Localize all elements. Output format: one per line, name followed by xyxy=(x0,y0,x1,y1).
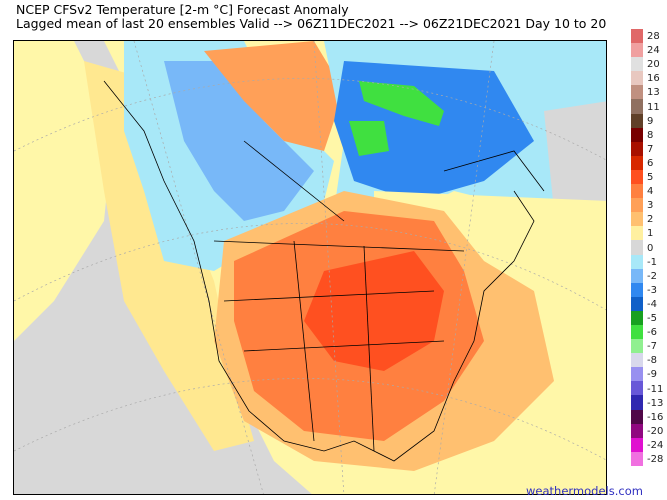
colorbar-swatch xyxy=(631,71,643,86)
red-orange-core xyxy=(304,251,444,371)
colorbar-swatch xyxy=(631,282,643,297)
colorbar-swatch xyxy=(631,212,643,227)
colorbar-label: 7 xyxy=(647,143,654,155)
colorbar-swatch xyxy=(631,437,643,452)
colorbar-swatch xyxy=(631,423,643,438)
colorbar-swatch xyxy=(631,381,643,396)
colorbar-label: -13 xyxy=(647,397,664,409)
colorbar-label: 3 xyxy=(647,200,654,212)
colorbar-label: -3 xyxy=(647,284,657,296)
colorbar-label: 4 xyxy=(647,186,654,198)
colorbar-swatch xyxy=(631,29,643,44)
anomaly-fields xyxy=(14,41,606,494)
colorbar-swatch xyxy=(631,184,643,199)
colorbar-label: 20 xyxy=(647,59,660,71)
colorbar-swatch xyxy=(631,324,643,340)
colorbar-swatch xyxy=(631,339,643,354)
colorbar-label: -9 xyxy=(647,369,657,381)
colorbar-swatch xyxy=(631,169,643,185)
colorbar-label: 1 xyxy=(647,228,654,240)
colorbar-label: -1 xyxy=(647,256,657,268)
colorbar-label: 2 xyxy=(647,214,654,226)
colorbar-swatch xyxy=(631,451,643,466)
colorbar-label: 6 xyxy=(647,157,654,169)
map-title: NCEP CFSv2 Temperature [2-m °C] Forecast… xyxy=(16,2,349,17)
colorbar-label: 9 xyxy=(647,115,654,127)
colorbar-swatch xyxy=(631,310,643,325)
colorbar-swatch xyxy=(631,296,643,311)
colorbar-swatch xyxy=(631,353,643,368)
coastlines-borders xyxy=(103,80,545,462)
colorbar-swatch xyxy=(631,57,643,72)
orange-arctic xyxy=(204,41,344,151)
colorbar-swatch xyxy=(631,395,643,410)
colorbar-label: -24 xyxy=(647,439,664,451)
colorbar-swatch xyxy=(631,113,643,128)
colorbar-swatch xyxy=(631,141,643,156)
colorbar-label: 0 xyxy=(647,242,654,254)
colorbar-label: -7 xyxy=(647,341,657,353)
colorbar-label: 5 xyxy=(647,172,654,183)
colorbar-label: -11 xyxy=(647,383,664,395)
colorbar-swatch xyxy=(631,226,643,241)
colorbar-label: -20 xyxy=(647,425,664,437)
colorbar-swatch xyxy=(631,409,643,424)
colorbar-label: 28 xyxy=(647,31,660,42)
colorbar-label: -28 xyxy=(647,454,664,465)
colorbar-label: 8 xyxy=(647,129,654,141)
colorbar xyxy=(631,29,643,466)
colorbar-swatch xyxy=(631,254,643,269)
colorbar-swatch xyxy=(631,85,643,100)
graticule xyxy=(14,41,606,494)
colorbar-label: -16 xyxy=(647,411,664,423)
colorbar-label: 16 xyxy=(647,73,660,85)
green-greenland xyxy=(359,81,444,126)
gray-atlantic xyxy=(544,101,606,231)
colorbar-label: -4 xyxy=(647,298,657,310)
colorbar-label: -5 xyxy=(647,313,657,324)
colorbar-swatch xyxy=(631,99,643,114)
colorbar-label: -2 xyxy=(647,270,657,282)
colorbar-label: 24 xyxy=(647,45,660,57)
colorbar-label: -6 xyxy=(647,327,657,339)
colorbar-label: 13 xyxy=(647,87,660,99)
colorbar-swatch xyxy=(631,43,643,58)
colorbar-swatch xyxy=(631,240,643,255)
colorbar-swatch xyxy=(631,198,643,213)
colorbar-label: -8 xyxy=(647,355,657,367)
colorbar-swatch xyxy=(631,367,643,382)
credit-link[interactable]: weathermodels.com xyxy=(526,484,643,498)
colorbar-swatch xyxy=(631,127,643,142)
green-baffin xyxy=(349,121,389,156)
colorbar-label: 11 xyxy=(647,101,660,113)
map-subtitle: Lagged mean of last 20 ensembles Valid -… xyxy=(16,16,607,31)
colorbar-swatch xyxy=(631,268,643,283)
temperature-anomaly-map xyxy=(13,40,607,495)
colorbar-swatch xyxy=(631,155,643,170)
yellow-region-pacific xyxy=(14,41,114,341)
blue-west-core xyxy=(164,61,314,221)
